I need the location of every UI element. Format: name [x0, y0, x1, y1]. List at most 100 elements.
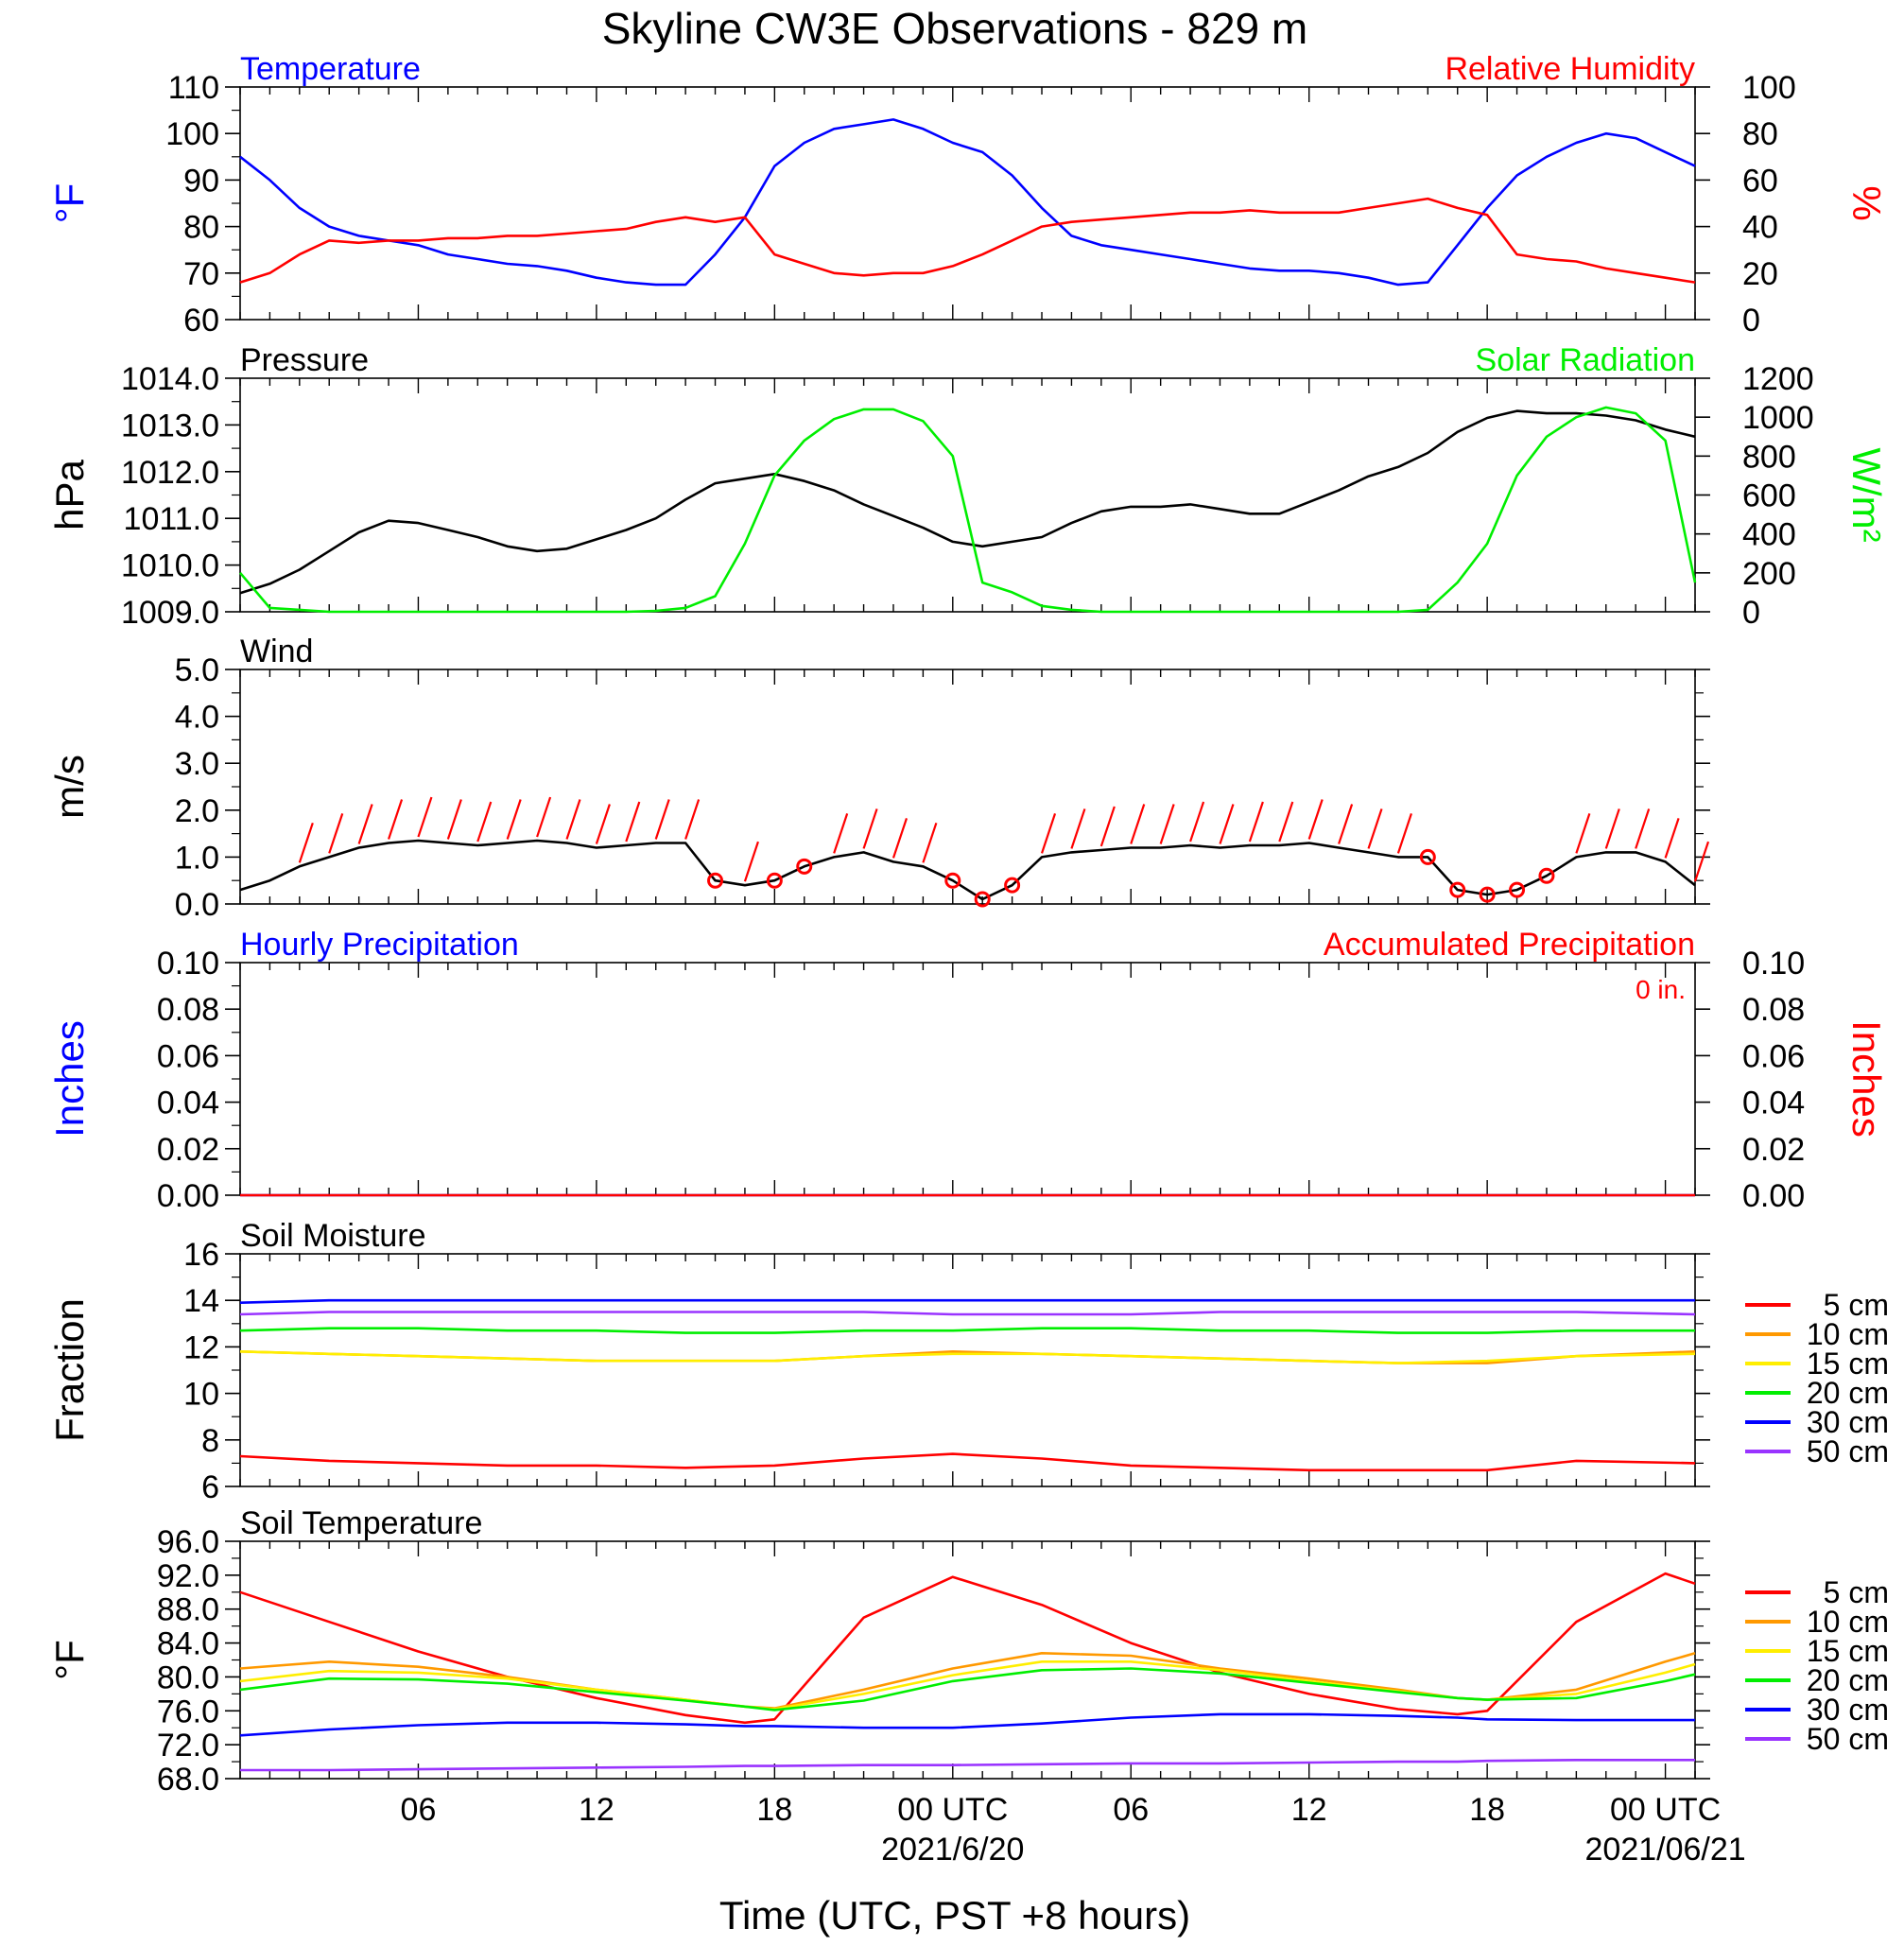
y-left-tick-label: 110 — [168, 70, 219, 106]
y-left-tick-label: 1009.0 — [121, 595, 219, 631]
plot-frame — [239, 377, 1696, 613]
series-line-pressure — [239, 409, 1696, 595]
wind-barb — [328, 813, 344, 854]
wind-barb — [387, 799, 404, 840]
plot-frame — [239, 86, 1696, 321]
legend-label: 10 cm — [1807, 1605, 1889, 1639]
y-right-tick-label: 60 — [1742, 163, 1778, 199]
series-line-15-cm — [239, 1350, 1696, 1364]
panel-1: 60 70 80 90 100 110 0 20 40 60 80 100 °F % Temperature… — [47, 51, 1889, 339]
panel-label-left: Wind — [240, 634, 313, 669]
wind-calm-marker — [1479, 886, 1496, 903]
panel-label-right: Solar Radiation — [1476, 342, 1695, 378]
wind-barb — [595, 804, 611, 844]
y-right-tick-label: 0.06 — [1742, 1038, 1805, 1074]
wind-barb — [922, 822, 938, 863]
legend-label: 5 cm — [1824, 1288, 1889, 1322]
wind-barb — [476, 801, 493, 843]
y-left-tick-label: 1011.0 — [124, 501, 219, 537]
series-line-30-cm — [239, 1298, 1695, 1304]
y-left-tick-label: 1012.0 — [121, 455, 219, 491]
y-left-tick-label: 0.0 — [175, 887, 219, 923]
y-left-tick-label: 76.0 — [157, 1694, 219, 1729]
wind-barb — [891, 818, 909, 859]
y-right-tick-label: 0.04 — [1742, 1086, 1805, 1121]
y-left-axis-title: °F — [47, 183, 92, 223]
y-left-tick-label: 84.0 — [157, 1626, 219, 1662]
y-left-tick-label: 8 — [201, 1423, 219, 1459]
x-tick-label: 00 UTC — [897, 1792, 1008, 1828]
wind-barb — [1130, 804, 1146, 844]
y-left-tick-label: 12 — [183, 1329, 219, 1365]
wind-calm-marker — [1419, 848, 1436, 865]
y-left-tick-label: 10 — [183, 1377, 219, 1413]
x-tick-label: 12 — [1291, 1792, 1327, 1828]
y-right-axis-title: % — [1844, 185, 1889, 220]
accumulated-annotation: 0 in. — [1636, 975, 1686, 1004]
plot-frame — [239, 962, 1696, 1196]
wind-barb — [1070, 808, 1086, 849]
wind-barb — [1219, 804, 1235, 844]
legend-label: 30 cm — [1807, 1405, 1889, 1439]
y-right-tick-label: 0 — [1742, 595, 1760, 631]
y-left-axis-title: m/s — [47, 755, 92, 819]
y-left-tick-label: 0.08 — [157, 992, 219, 1028]
wind-barb — [298, 822, 314, 863]
y-right-tick-label: 40 — [1742, 210, 1778, 246]
y-left-tick-label: 60 — [183, 303, 219, 339]
wind-barb — [1396, 813, 1412, 854]
y-left-axis-title: Fraction — [47, 1298, 92, 1442]
panel-label-left: Soil Temperature — [240, 1505, 482, 1541]
panel-label-right: Relative Humidity — [1445, 51, 1695, 87]
series-line-solar-radiation — [239, 406, 1697, 614]
x-tick-label: 18 — [756, 1792, 792, 1828]
y-right-tick-label: 0.00 — [1742, 1178, 1805, 1214]
wind-barb — [1604, 808, 1620, 849]
series-line-temperature — [239, 118, 1696, 287]
y-left-tick-label: 1014.0 — [121, 361, 219, 397]
wind-calm-marker — [796, 858, 813, 875]
legend-label: 20 cm — [1807, 1663, 1889, 1697]
y-left-tick-label: 6 — [201, 1469, 219, 1505]
series-line-15-cm — [239, 1660, 1696, 1711]
plot-frame — [239, 1253, 1696, 1487]
y-left-tick-label: 96.0 — [157, 1524, 219, 1560]
y-left-axis-title: hPa — [47, 459, 92, 530]
y-left-tick-label: 14 — [183, 1283, 219, 1319]
wind-barb — [1099, 806, 1116, 847]
y-left-tick-label: 3.0 — [175, 746, 219, 782]
panel-label-left: Temperature — [240, 51, 421, 87]
wind-calm-marker — [707, 872, 724, 889]
wind-barb — [536, 796, 552, 838]
series-line-5-cm — [239, 1452, 1696, 1472]
wind-calm-marker — [944, 872, 961, 889]
legend-label: 30 cm — [1807, 1693, 1889, 1727]
y-right-tick-label: 0.08 — [1742, 992, 1805, 1028]
y-left-tick-label: 4.0 — [175, 700, 219, 736]
wind-barb — [357, 804, 373, 844]
y-left-tick-label: 70 — [183, 256, 219, 292]
wind-calm-marker — [766, 872, 783, 889]
y-right-tick-label: 600 — [1742, 478, 1796, 514]
y-left-tick-label: 16 — [183, 1237, 219, 1273]
legend-label: 50 cm — [1807, 1434, 1889, 1468]
wind-calm-marker — [1004, 877, 1021, 894]
legend-label: 15 cm — [1807, 1347, 1889, 1381]
y-left-tick-label: 90 — [183, 163, 219, 199]
series-line-50-cm — [240, 1759, 1695, 1772]
series-line-20-cm — [239, 1667, 1696, 1711]
series-line-wind-speed — [239, 839, 1696, 901]
wind-calm-marker — [1538, 867, 1555, 884]
wind-barb — [1664, 818, 1680, 859]
wind-barb — [506, 799, 522, 840]
y-right-tick-label: 100 — [1742, 70, 1796, 106]
y-left-tick-label: 80 — [183, 210, 219, 246]
y-left-tick-label: 1.0 — [175, 840, 219, 876]
panel-4: 0.00 0.02 0.04 0.06 0.08 0.10 0.00 0.02 0.04 0.06… — [47, 927, 1889, 1214]
wind-barb — [684, 799, 701, 840]
wind-barb — [743, 841, 759, 882]
y-left-tick-label: 5.0 — [175, 652, 219, 688]
legend-label: 5 cm — [1824, 1575, 1889, 1609]
